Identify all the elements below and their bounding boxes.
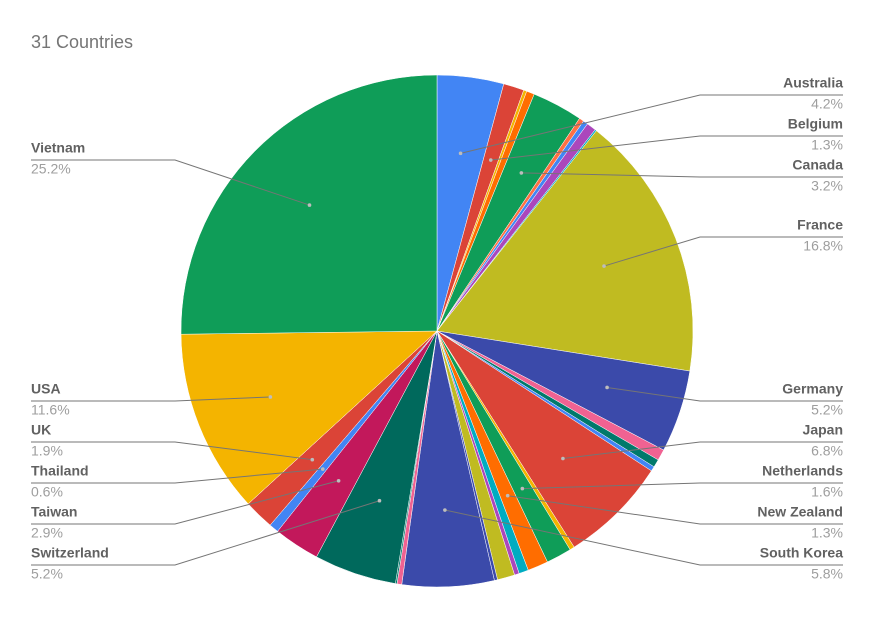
leader-line <box>507 495 843 525</box>
leader-dot <box>377 498 382 503</box>
value-label: 11.6% <box>31 402 70 418</box>
value-label: 2.9% <box>31 525 63 541</box>
leader-dot <box>520 486 525 491</box>
value-label: 5.2% <box>811 402 843 418</box>
leader-line <box>562 441 843 460</box>
value-label: 16.8% <box>803 238 843 254</box>
slice-label: Canada <box>792 157 843 173</box>
leader-line <box>31 480 339 525</box>
pie-slice <box>180 330 438 505</box>
leader-line <box>490 135 843 161</box>
value-label: 0.6% <box>31 484 63 500</box>
leader-dot <box>458 151 463 156</box>
slice-label: Germany <box>782 381 843 397</box>
chart-title: 31 Countries <box>31 32 133 52</box>
leader-dot <box>602 264 606 268</box>
slice-label: USA <box>31 381 61 397</box>
slice-label: Switzerland <box>31 545 109 561</box>
slice-label: Taiwan <box>31 504 77 520</box>
value-label: 1.3% <box>811 137 843 153</box>
pie-slice <box>436 330 652 548</box>
leader-line <box>31 468 323 484</box>
slice-label: Thailand <box>31 463 89 479</box>
slice-label: Vietnam <box>31 140 85 156</box>
leader-line <box>31 159 310 206</box>
value-label: 5.8% <box>811 566 843 582</box>
slice-label: New Zealand <box>757 504 843 520</box>
value-label: 5.2% <box>31 566 63 582</box>
value-label: 3.2% <box>811 178 843 194</box>
pie-slice <box>436 130 694 372</box>
value-label: 1.6% <box>811 484 843 500</box>
leader-dot <box>307 203 312 207</box>
slice-label: Belgium <box>788 116 843 132</box>
leader-line <box>444 509 843 566</box>
slices <box>180 74 694 588</box>
slice-label: Netherlands <box>762 463 843 479</box>
leader-line <box>31 441 313 461</box>
leader-line <box>521 172 843 178</box>
leader-dot <box>310 457 315 462</box>
leader-dot <box>268 395 273 399</box>
leader-dot <box>443 508 447 512</box>
slice-label: South Korea <box>760 545 843 561</box>
leader-dot <box>519 171 524 175</box>
slice-label: Japan <box>803 422 843 438</box>
labels: Australia 4.2% Belgium 1.3% Canada 3.2% France… <box>31 75 843 582</box>
leader-dot <box>336 478 341 483</box>
leader-line <box>607 386 843 402</box>
slice-label: Australia <box>783 75 843 91</box>
leader-line <box>460 94 843 154</box>
leader-line <box>31 500 380 566</box>
leader-line <box>603 236 843 267</box>
leader-dot <box>505 493 510 498</box>
leader-dot <box>320 467 325 471</box>
value-label: 6.8% <box>811 443 843 459</box>
slice-label: France <box>797 217 843 233</box>
leader-line <box>31 396 271 402</box>
leader-dot <box>561 456 565 461</box>
value-label: 1.9% <box>31 443 63 459</box>
value-label: 25.2% <box>31 161 71 177</box>
value-label: 4.2% <box>811 96 843 112</box>
leader-dot <box>605 385 609 390</box>
value-label: 1.3% <box>811 525 843 541</box>
slice-label: UK <box>31 422 51 438</box>
leader-dot <box>488 158 493 162</box>
leader-line <box>522 482 843 490</box>
